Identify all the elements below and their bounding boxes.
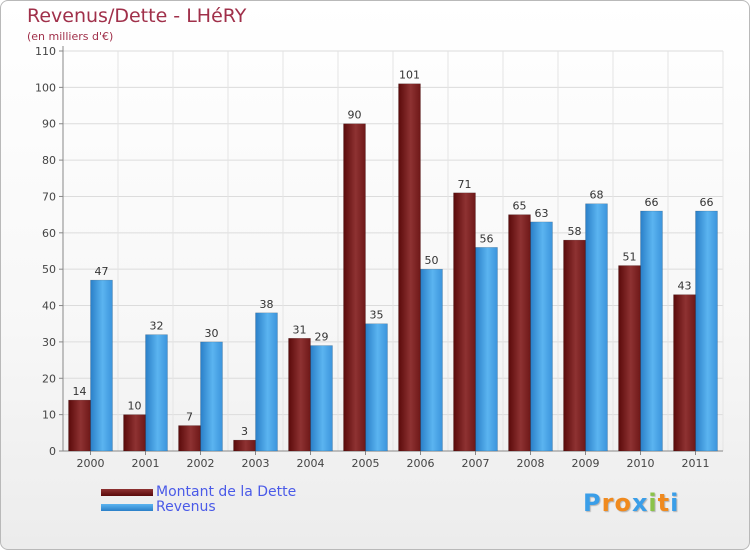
bar-debt-2007 — [453, 192, 476, 452]
y-tick-label-100: 100 — [35, 81, 56, 94]
data-label-revenue-2010: 66 — [645, 196, 659, 209]
logo-letter-2: o — [614, 489, 632, 517]
data-label-debt-2006: 101 — [399, 69, 420, 82]
bar-debt-2011 — [673, 294, 696, 452]
data-label-revenue-2004: 29 — [315, 331, 329, 344]
bar-debt-2006 — [398, 83, 421, 452]
proxiti-logo: Proxiti — [583, 489, 679, 517]
data-label-revenue-2008: 63 — [535, 207, 549, 220]
bars-layer — [68, 83, 718, 452]
bar-revenue-2002 — [200, 341, 223, 452]
logo-letter-4: i — [648, 489, 658, 517]
bar-debt-2010 — [618, 265, 641, 452]
x-tick-label-2011: 2011 — [682, 457, 710, 470]
legend-swatch-debt — [101, 489, 153, 496]
x-tick-label-2006: 2006 — [407, 457, 435, 470]
y-tick-label-80: 80 — [42, 154, 56, 167]
x-tick-label-2008: 2008 — [517, 457, 545, 470]
data-label-debt-2011: 43 — [678, 280, 692, 293]
bar-revenue-2010 — [640, 210, 663, 452]
y-tick-label-40: 40 — [42, 300, 56, 313]
bar-revenue-2006 — [420, 268, 443, 452]
data-label-revenue-2000: 47 — [95, 265, 109, 278]
bar-revenue-2011 — [695, 210, 718, 452]
bar-revenue-2005 — [365, 323, 388, 452]
data-label-debt-2003: 3 — [241, 425, 248, 438]
data-label-debt-2002: 7 — [186, 411, 193, 424]
data-label-debt-2000: 14 — [73, 385, 87, 398]
x-tick-label-2005: 2005 — [352, 457, 380, 470]
bar-debt-2001 — [123, 414, 146, 452]
logo-letter-1: r — [601, 489, 615, 517]
y-tick-label-20: 20 — [42, 372, 56, 385]
chart-title: Revenus/Dette - LHéRY — [27, 5, 247, 27]
y-tick-label-10: 10 — [42, 409, 56, 422]
axis-layer: 0 10 20 30 40 50 60 70 80 90 100 110 2000 2001 2002 200… — [35, 45, 723, 470]
legend-swatch-revenue — [101, 504, 153, 511]
logo-letter-0: P — [583, 489, 602, 517]
data-label-debt-2004: 31 — [293, 323, 307, 336]
data-label-debt-2009: 58 — [568, 225, 582, 238]
legend-label-debt: Montant de la Dette — [156, 484, 297, 500]
legend-label-revenue: Revenus — [156, 499, 216, 515]
x-tick-label-2002: 2002 — [187, 457, 215, 470]
labels-layer: 14 47 10 32 7 30 3 38 31 29 90 35 101 50 71 56 65 63 58 68 5… — [73, 69, 714, 438]
data-label-revenue-2009: 68 — [590, 189, 604, 202]
x-tick-label-2007: 2007 — [462, 457, 490, 470]
logo-letter-6: i — [670, 489, 680, 517]
data-label-debt-2010: 51 — [623, 251, 637, 264]
y-tick-label-90: 90 — [42, 118, 56, 131]
bar-debt-2003 — [233, 439, 256, 452]
bar-revenue-2007 — [475, 247, 498, 452]
bar-debt-2000 — [68, 399, 91, 452]
logo-letter-3: x — [631, 489, 649, 517]
x-tick-label-2009: 2009 — [572, 457, 600, 470]
bar-debt-2002 — [178, 425, 201, 452]
data-label-revenue-2007: 56 — [480, 232, 494, 245]
bar-revenue-2000 — [90, 279, 113, 452]
x-tick-label-2010: 2010 — [627, 457, 655, 470]
data-label-debt-2008: 65 — [513, 200, 527, 213]
data-label-revenue-2005: 35 — [370, 309, 384, 322]
x-tick-label-2003: 2003 — [242, 457, 270, 470]
data-label-debt-2001: 10 — [128, 400, 142, 413]
y-tick-label-110: 110 — [35, 45, 56, 58]
logo-letter-5: t — [657, 489, 671, 517]
bar-debt-2005 — [343, 123, 366, 452]
bar-revenue-2004 — [310, 345, 333, 452]
bar-revenue-2009 — [585, 203, 608, 452]
bar-revenue-2003 — [255, 312, 278, 452]
y-tick-label-0: 0 — [49, 445, 56, 458]
bar-debt-2004 — [288, 338, 311, 452]
bar-revenue-2001 — [145, 334, 168, 452]
data-label-revenue-2003: 38 — [260, 298, 274, 311]
chart-subtitle: (en milliers d'€) — [27, 30, 114, 43]
data-label-revenue-2006: 50 — [425, 254, 439, 267]
y-tick-label-50: 50 — [42, 263, 56, 276]
y-tick-label-30: 30 — [42, 336, 56, 349]
x-tick-label-2004: 2004 — [297, 457, 325, 470]
data-label-revenue-2011: 66 — [700, 196, 714, 209]
bar-debt-2009 — [563, 239, 586, 452]
bar-revenue-2008 — [530, 221, 553, 452]
y-tick-label-70: 70 — [42, 190, 56, 203]
data-label-debt-2007: 71 — [458, 178, 472, 191]
bar-debt-2008 — [508, 214, 531, 452]
x-tick-label-2001: 2001 — [132, 457, 160, 470]
data-label-revenue-2001: 32 — [150, 320, 164, 333]
y-tick-label-60: 60 — [42, 227, 56, 240]
x-tick-label-2000: 2000 — [77, 457, 105, 470]
grid-layer — [62, 50, 724, 452]
data-label-debt-2005: 90 — [348, 109, 362, 122]
data-label-revenue-2002: 30 — [205, 327, 219, 340]
